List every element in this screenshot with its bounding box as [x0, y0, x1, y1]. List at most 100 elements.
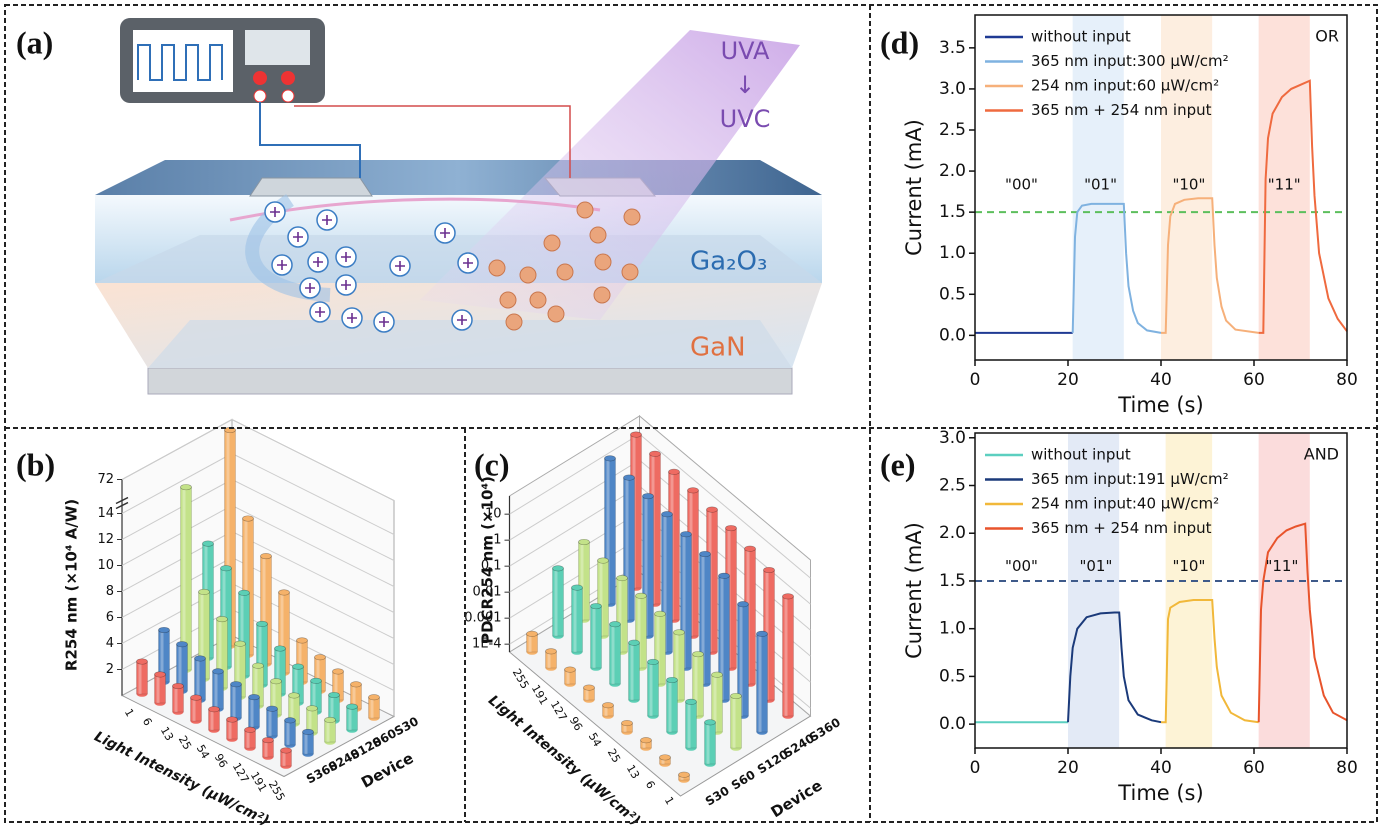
- y-axis-title: R254 nm (×10⁴ A/W): [63, 499, 81, 671]
- y-tick-label: 12: [97, 532, 114, 547]
- hole-sign: [270, 207, 280, 217]
- bar-shine: [649, 661, 653, 716]
- bar-body: [704, 722, 716, 765]
- bar-top: [623, 474, 635, 481]
- bar-body: [647, 661, 659, 717]
- span: [1068, 433, 1120, 748]
- electron: [529, 291, 547, 309]
- bar-top: [154, 671, 166, 678]
- bar-top: [346, 703, 358, 710]
- bar-shine: [573, 587, 577, 652]
- bar: [659, 754, 671, 767]
- bar-top: [711, 671, 723, 678]
- bar-shine: [720, 575, 724, 700]
- bar-shine: [637, 595, 641, 668]
- bar-top: [685, 698, 697, 705]
- bar-top: [668, 468, 680, 475]
- bar: [552, 565, 564, 639]
- x-tick-label: 25: [176, 734, 194, 753]
- bar-body: [172, 685, 184, 713]
- hole-sign: [322, 215, 332, 225]
- bar-shine: [272, 681, 276, 715]
- x-tick-label: 0: [970, 370, 981, 390]
- terminal: [281, 89, 295, 103]
- bar-top: [238, 589, 250, 596]
- bar-shine: [630, 642, 634, 700]
- y-tick-label: 2: [106, 662, 114, 677]
- uv-label: UVC: [720, 105, 771, 133]
- bar-shine: [580, 542, 584, 620]
- bar-body: [590, 605, 602, 669]
- bar: [208, 706, 220, 733]
- bar-top: [609, 621, 621, 628]
- bar-shine: [370, 697, 374, 718]
- bar-shine: [604, 705, 608, 716]
- uv-arrow: ↓: [735, 71, 755, 99]
- bar-top: [692, 651, 704, 658]
- bar-top: [571, 584, 583, 591]
- bar-top: [136, 658, 148, 665]
- bar-body: [136, 661, 148, 695]
- bar-top: [730, 692, 742, 700]
- bar-shine: [240, 592, 244, 676]
- bar-top: [661, 511, 673, 518]
- x-tick-label: 0: [970, 758, 981, 778]
- bar: [730, 692, 742, 751]
- y-tick-label: 1E-4: [472, 637, 501, 652]
- bar-top: [266, 705, 278, 712]
- series-line: [1258, 79, 1348, 334]
- bar-shine: [246, 729, 250, 748]
- x-tick-label: 13: [158, 725, 176, 744]
- bar-shine: [642, 740, 646, 748]
- y-tick-label: 3.5: [939, 38, 966, 58]
- bar-top: [180, 484, 192, 491]
- x-tick-label: 80: [1336, 758, 1358, 778]
- bar-top: [198, 588, 210, 595]
- bar: [590, 603, 602, 671]
- bar-top: [324, 716, 336, 723]
- x-tick-label: 54: [194, 743, 212, 762]
- legend-label: without input: [1031, 28, 1131, 46]
- y-tick-label: 3.0: [939, 79, 966, 99]
- electron: [488, 259, 506, 277]
- bar-top: [158, 626, 170, 634]
- bar-body: [552, 568, 564, 637]
- legend-label: 365 nm + 254 nm input: [1031, 519, 1212, 537]
- y-tick-label: 72: [97, 472, 114, 487]
- y-tick-label: 1.5: [939, 571, 966, 591]
- bar-top: [176, 641, 188, 648]
- bar-top: [208, 706, 220, 713]
- bar-shine: [668, 680, 672, 732]
- bar-top: [306, 705, 318, 712]
- bar-top: [564, 666, 576, 673]
- hole-sign: [379, 317, 389, 327]
- bar-shine: [694, 654, 698, 716]
- bar-top: [654, 610, 666, 617]
- bar: [704, 719, 716, 767]
- bar-shine: [308, 708, 312, 733]
- y-tick-label: 1.0: [939, 619, 966, 639]
- hole-sign: [463, 258, 473, 268]
- bar-shine: [160, 630, 164, 682]
- bar-shine: [196, 658, 200, 700]
- y-axis-title: PDCR254 nm (×10⁴): [479, 476, 497, 644]
- bar-shine: [732, 696, 736, 748]
- panel-label: (d): [880, 24, 919, 60]
- bar-shine: [784, 596, 788, 716]
- bar-body: [154, 674, 166, 704]
- electron: [589, 226, 607, 244]
- x-tick-label: 60: [1243, 758, 1265, 778]
- hole-sign: [341, 280, 351, 290]
- bar-top: [756, 630, 768, 637]
- bar-top: [328, 691, 340, 699]
- bar-shine: [182, 487, 186, 670]
- device-diagram: UVA ↓ UVC Ga₂O₃ GaN: [95, 18, 822, 395]
- bar: [571, 584, 583, 655]
- y-tick-label: 4: [106, 636, 114, 651]
- bar-top: [314, 654, 326, 661]
- bar-shine: [566, 669, 570, 684]
- bar-shine: [758, 633, 762, 732]
- bar-shine: [701, 554, 705, 684]
- bar-shine: [554, 568, 558, 636]
- bar: [526, 630, 538, 655]
